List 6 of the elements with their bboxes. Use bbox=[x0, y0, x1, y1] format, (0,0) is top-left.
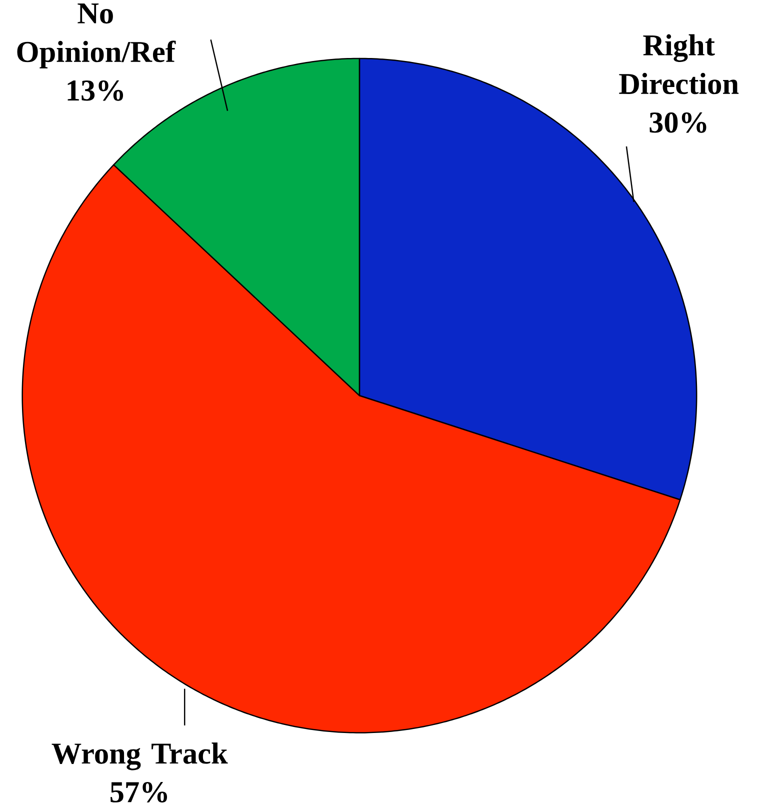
slice-label: Right Direction bbox=[619, 34, 739, 94]
data-label: 30% bbox=[650, 112, 706, 133]
slice-label: Wrong Track bbox=[52, 742, 228, 770]
data-label: 13% bbox=[68, 80, 124, 101]
slice-label: No Opinion/Ref bbox=[17, 3, 176, 68]
data-label: 57% bbox=[110, 782, 168, 803]
